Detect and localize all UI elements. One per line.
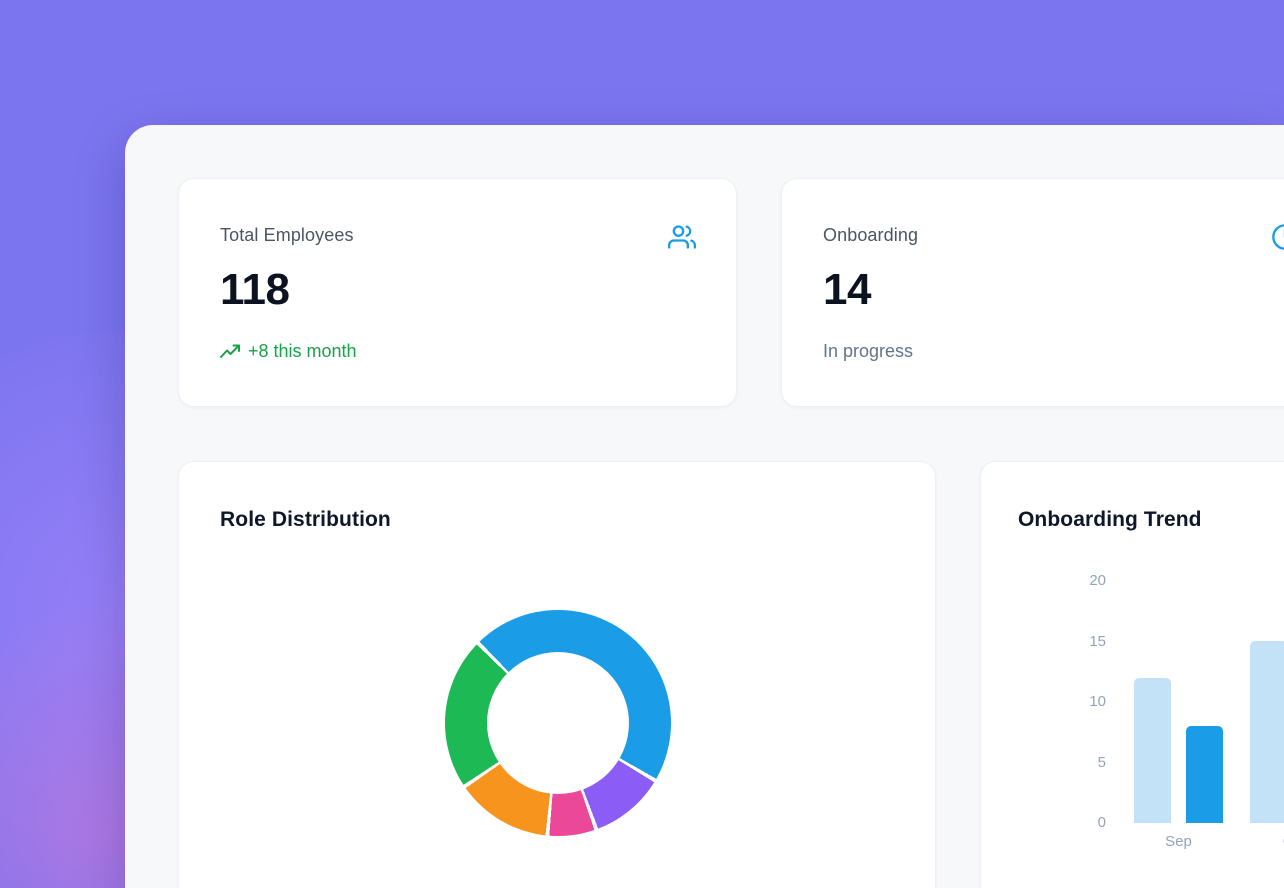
y-tick-label: 20 bbox=[1089, 572, 1106, 589]
trend-bar-oct-light bbox=[1250, 641, 1284, 823]
y-tick-label: 10 bbox=[1089, 693, 1106, 710]
chart-card-onboarding-trend: Onboarding Trend 0 5 10 15 20 Sep Oct bbox=[980, 461, 1284, 888]
trend-bar-sep-light bbox=[1134, 678, 1171, 823]
stat-card-total-employees: Total Employees 118 +8 this month bbox=[178, 178, 737, 407]
trend-plot bbox=[1126, 581, 1284, 823]
stat-delta-text: +8 this month bbox=[248, 341, 357, 361]
users-icon bbox=[668, 223, 696, 251]
chart-title: Onboarding Trend bbox=[1018, 508, 1202, 531]
chart-title: Role Distribution bbox=[220, 508, 391, 531]
main-panel: Total Employees 118 +8 this month Onboar… bbox=[125, 125, 1284, 888]
trend-bar-sep-dark bbox=[1186, 726, 1223, 823]
x-category-label: Sep bbox=[1165, 833, 1192, 850]
chart-card-role-distribution: Role Distribution bbox=[178, 461, 936, 888]
y-tick-label: 5 bbox=[1097, 753, 1106, 771]
stat-label: Total Employees bbox=[220, 225, 354, 245]
donut-hole bbox=[487, 652, 629, 794]
stat-card-onboarding: Onboarding 14 In progress bbox=[781, 178, 1284, 407]
trending-up-icon bbox=[220, 344, 240, 359]
x-category-label: Oct bbox=[1265, 833, 1284, 851]
stat-delta: +8 this month bbox=[220, 341, 357, 362]
stat-value: 118 bbox=[220, 265, 290, 314]
clock-icon bbox=[1271, 223, 1284, 251]
stat-label: Onboarding bbox=[823, 225, 919, 245]
stat-subtext: In progress bbox=[823, 341, 914, 361]
y-tick-label: 15 bbox=[1089, 632, 1106, 650]
role-distribution-donut bbox=[445, 610, 671, 836]
y-tick-label: 0 bbox=[1097, 814, 1106, 831]
stat-value: 14 bbox=[823, 265, 871, 314]
